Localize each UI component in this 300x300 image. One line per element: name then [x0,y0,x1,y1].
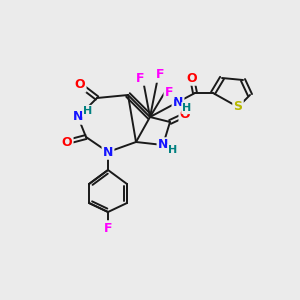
Text: O: O [62,136,72,148]
Text: O: O [180,109,190,122]
Text: S: S [233,100,242,113]
Text: N: N [158,139,168,152]
Text: N: N [103,146,113,158]
Text: H: H [182,103,192,113]
Text: F: F [104,221,112,235]
Text: O: O [75,79,85,92]
Text: H: H [168,145,178,155]
Text: O: O [187,71,197,85]
Text: N: N [73,110,83,124]
Text: N: N [173,95,183,109]
Text: F: F [156,68,164,82]
Text: H: H [83,106,93,116]
Text: F: F [136,71,144,85]
Text: F: F [165,85,173,98]
